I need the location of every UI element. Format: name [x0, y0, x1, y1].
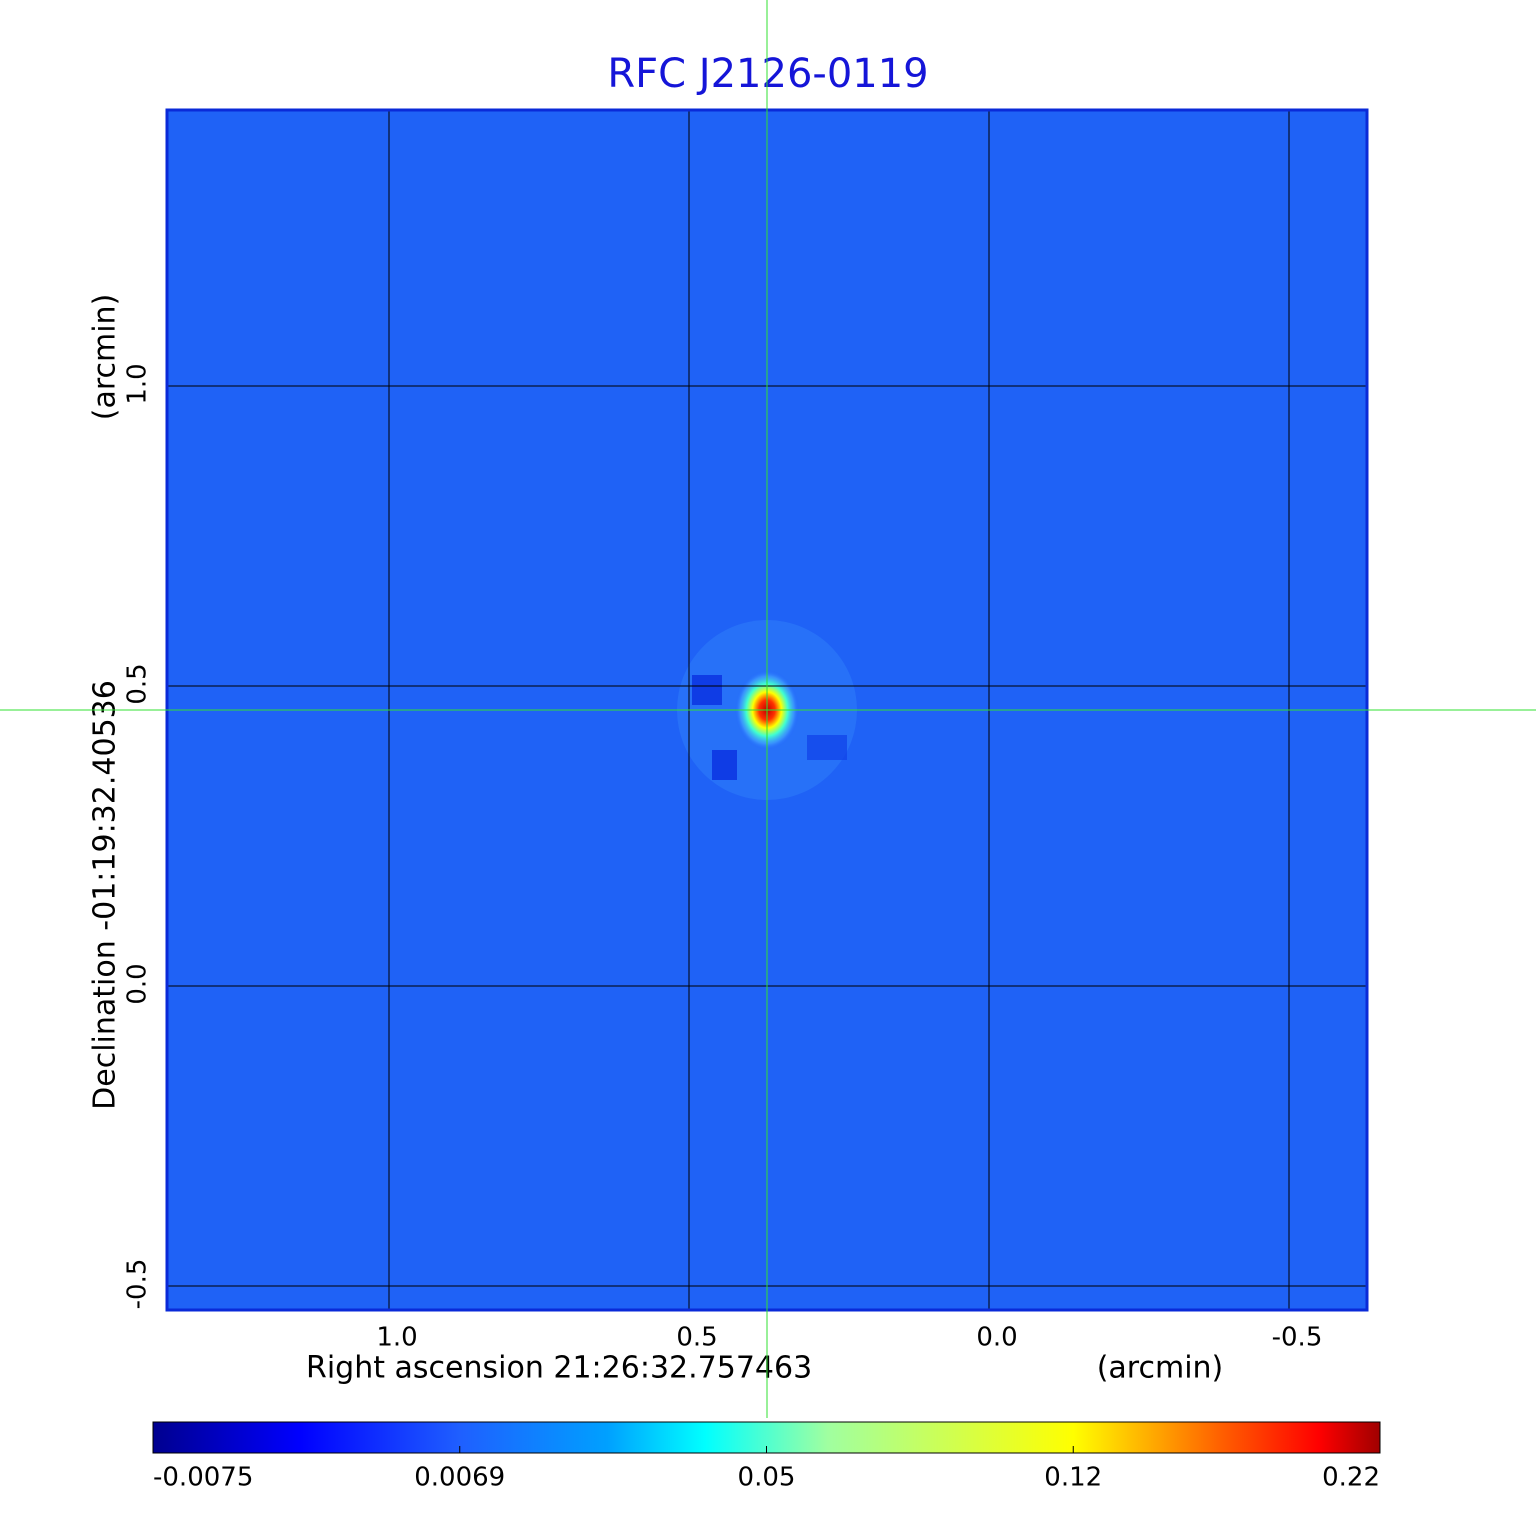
y-tick-label: 0.0	[123, 963, 153, 1004]
x-tick-label: 0.5	[676, 1323, 717, 1353]
x-axis-label: Right ascension 21:26:32.757463	[306, 1351, 812, 1386]
negative-lobe	[692, 675, 722, 705]
x-tick-label: 0.0	[976, 1323, 1017, 1353]
colorbar-ticks: -0.0075 0.0069 0.05 0.12 0.22	[152, 1446, 1381, 1493]
y-axis-unit: (arcmin)	[88, 294, 123, 421]
negative-lobe	[807, 735, 847, 760]
colorbar-tick-label: 0.05	[738, 1463, 796, 1493]
negative-lobe	[712, 750, 737, 780]
y-tick-label: 1.0	[123, 363, 153, 404]
y-tick-label: 0.5	[123, 663, 153, 704]
colorbar-tick-label: -0.0075	[153, 1463, 253, 1493]
chart-title: RFC J2126-0119	[607, 51, 928, 97]
colorbar-tick-label: 0.22	[1322, 1463, 1380, 1493]
x-axis-unit: (arcmin)	[1097, 1351, 1224, 1386]
colorbar-tick-label: 0.0069	[414, 1463, 505, 1493]
y-axis-label: Declination -01:19:32.40536	[88, 680, 123, 1110]
y-tick-label: -0.5	[123, 1259, 153, 1310]
x-tick-label: -0.5	[1272, 1323, 1323, 1353]
colorbar-tick-label: 0.12	[1044, 1463, 1102, 1493]
axes: 1.0 0.5 0.0 -0.5 -0.5 0.0 0.5 1.0	[123, 110, 1367, 1353]
x-tick-label: 1.0	[376, 1323, 417, 1353]
